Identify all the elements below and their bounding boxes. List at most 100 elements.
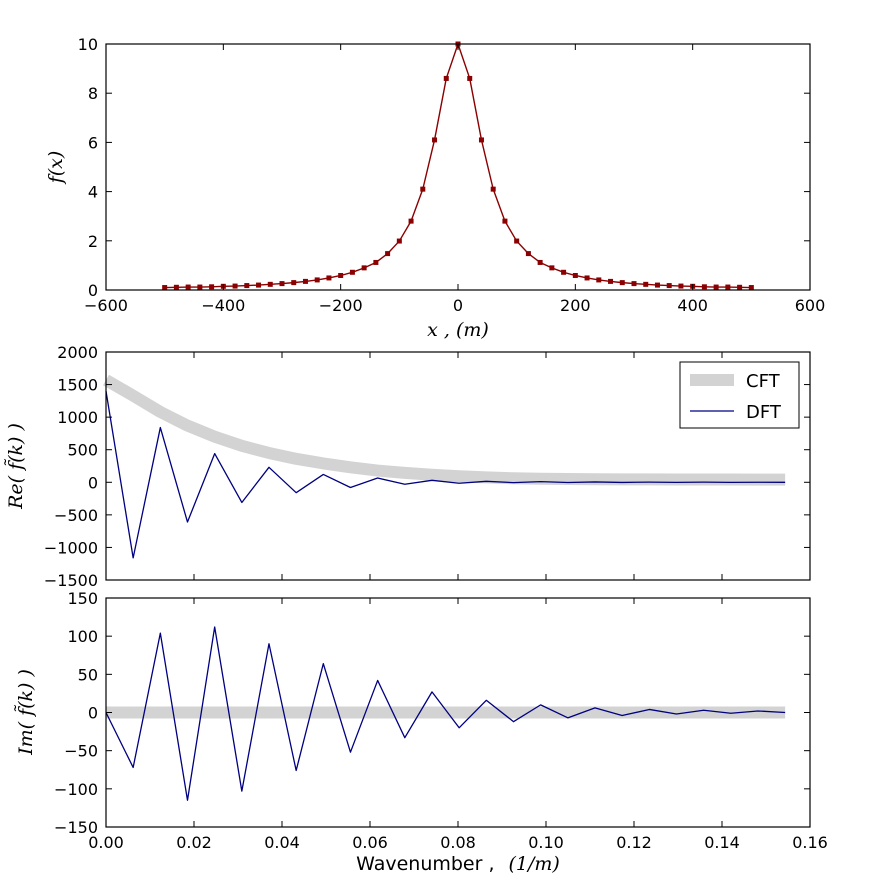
bottom-ytick-label: 150 [67, 589, 98, 608]
top-point [256, 282, 262, 288]
top-ytick-label: 0 [88, 281, 98, 300]
bottom-xtick-label: 0.06 [352, 833, 388, 852]
bottom-xtick-label: 0.14 [704, 833, 740, 852]
top-point [361, 265, 367, 271]
top-point [596, 277, 602, 283]
top-xtick-label: 0 [453, 296, 463, 315]
middle-series-dft [105, 390, 786, 559]
top-point [173, 284, 179, 290]
top-point [584, 275, 590, 281]
top-point [478, 137, 484, 143]
top-point [244, 283, 250, 289]
top-point [608, 278, 614, 284]
top-point [396, 238, 402, 244]
middle-ytick-label: −500 [54, 506, 98, 525]
top-point [654, 282, 660, 288]
top-point [713, 284, 719, 290]
top-point [302, 278, 308, 284]
bottom-ylabel: Im( f̃(k) ) [14, 669, 37, 756]
top-point [514, 238, 520, 244]
top-point [443, 75, 449, 81]
top-point [561, 269, 567, 275]
middle-ylabel: Re( f̃(k) ) [4, 423, 27, 510]
top-point [643, 281, 649, 287]
top-point [349, 269, 355, 275]
middle-ytick-label: 0 [88, 473, 98, 492]
middle-panel: −1500 −1000 −500 0 500 1000 1500 2000 Re( f̃(k)… [4, 343, 811, 590]
top-point [549, 265, 555, 271]
top-point [279, 281, 285, 287]
top-point [631, 281, 637, 287]
bottom-panel: 0.00 0.02 0.04 0.06 0.08 0.10 0.12 0.14 0.16 −150… [14, 589, 828, 875]
top-ytick-label: 10 [78, 35, 98, 54]
top-point [267, 281, 273, 287]
top-point [467, 75, 473, 81]
top-point [314, 277, 320, 283]
bottom-xtick-label: 0.10 [528, 833, 564, 852]
top-point [185, 284, 191, 290]
top-point [197, 284, 203, 290]
top-point [537, 259, 543, 265]
top-xtick-label: −400 [201, 296, 245, 315]
bottom-ytick-label: −50 [64, 742, 98, 761]
bottom-ytick-label: −150 [54, 818, 98, 837]
legend-cft-label: CFT [746, 371, 781, 392]
top-point [502, 218, 508, 224]
top-ytick-label: 6 [88, 133, 98, 152]
top-point [385, 251, 391, 257]
bottom-xtick-label: 0.02 [176, 833, 212, 852]
top-xtick-label: 600 [795, 296, 826, 315]
middle-ytick-label: −1000 [44, 538, 98, 557]
legend-dft-label: DFT [746, 402, 782, 423]
bottom-series-dft [105, 626, 786, 801]
top-xtick-label: −600 [84, 296, 128, 315]
top-ytick-label: 4 [88, 183, 98, 202]
top-point [490, 186, 496, 192]
bottom-xlabel-unit: (1/m) [509, 853, 560, 875]
top-xtick-label: 400 [677, 296, 708, 315]
top-point [326, 275, 332, 281]
top-ytick-label: 8 [88, 84, 98, 103]
top-point [232, 283, 238, 289]
top-point [525, 251, 531, 257]
top-point [725, 284, 731, 290]
bottom-xtick-label: 0.08 [440, 833, 476, 852]
legend-box [679, 361, 800, 429]
top-ytick-label: 2 [88, 232, 98, 251]
middle-ytick-label: −1500 [44, 571, 98, 590]
top-xlabel: x , (m) [427, 319, 489, 341]
top-xtick-label: −200 [319, 296, 363, 315]
middle-ytick-label: 2000 [57, 343, 98, 362]
bottom-xtick-label: 0.04 [264, 833, 300, 852]
middle-ytick-label: 1000 [57, 408, 98, 427]
top-point [432, 137, 438, 143]
bottom-xlabel-text: Wavenumber , [356, 853, 494, 875]
bottom-ytick-label: −100 [54, 780, 98, 799]
bottom-ytick-label: 0 [88, 704, 98, 723]
bottom-ytick-label: 50 [78, 665, 98, 684]
top-point [162, 285, 168, 291]
top-point [572, 272, 578, 278]
bottom-xtick-label: 0.12 [616, 833, 652, 852]
top-point [338, 272, 344, 278]
top-point [408, 218, 414, 224]
bottom-ytick-label: 100 [67, 627, 98, 646]
middle-series-cft [103, 374, 786, 486]
bottom-xtick-label: 0.00 [88, 833, 124, 852]
top-point [619, 280, 625, 286]
top-point [420, 186, 426, 192]
bottom-xlabel: Wavenumber , (1/m) [356, 853, 560, 875]
top-point [748, 285, 754, 291]
middle-ytick-label: 500 [67, 441, 98, 460]
top-point [701, 284, 707, 290]
legend: CFT DFT [679, 361, 800, 429]
top-point [666, 283, 672, 289]
top-point [737, 284, 743, 290]
top-point [291, 280, 297, 286]
top-point [209, 284, 215, 290]
top-xtick-label: 200 [560, 296, 591, 315]
top-point [678, 283, 684, 289]
top-ylabel: f(x) [45, 151, 67, 186]
top-point [373, 259, 379, 265]
